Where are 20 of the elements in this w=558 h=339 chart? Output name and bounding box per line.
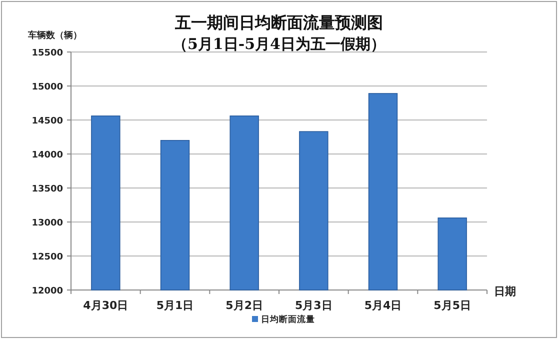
chart-subtitle: （5月1日-5月4日为五一假期）	[172, 35, 386, 53]
y-tick-label: 15000	[32, 82, 63, 92]
x-tick-label: 5月4日	[364, 299, 402, 312]
y-tick-label: 14000	[32, 150, 63, 160]
legend: 日均断面流量	[252, 315, 315, 325]
y-tick-label: 14500	[32, 116, 63, 126]
y-tick-label: 15500	[32, 48, 63, 58]
y-tick-label: 12000	[32, 286, 63, 296]
y-axis-title: 车辆数（辆）	[27, 30, 82, 41]
x-tick-label: 5月5日	[434, 299, 471, 312]
chart-title: 五一期间日均断面流量预测图	[174, 13, 383, 32]
x-tick-label: 5月3日	[295, 299, 332, 312]
y-tick-label: 12500	[32, 252, 63, 262]
legend-label: 日均断面流量	[261, 314, 315, 325]
x-tick-label: 5月2日	[226, 299, 263, 312]
x-axis-title: 日期	[494, 285, 516, 298]
y-tick-label: 13000	[32, 218, 63, 228]
x-tick-label: 5月1日	[156, 299, 194, 312]
x-tick-label: 4月30日	[83, 299, 128, 312]
y-tick-label: 13500	[32, 184, 63, 194]
